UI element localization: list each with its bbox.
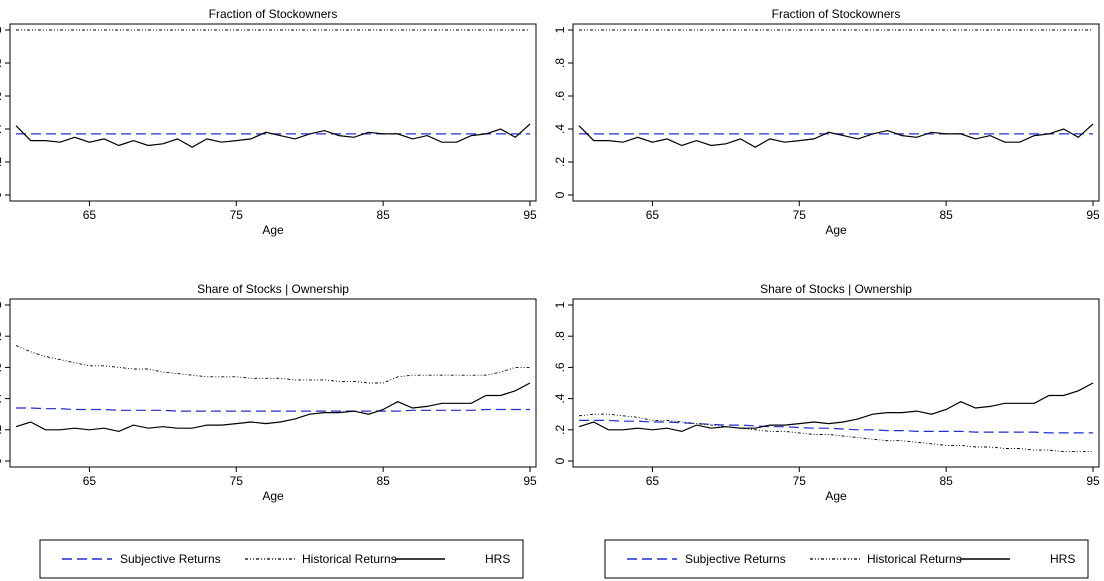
legend-label-historical: Historical Returns <box>302 552 397 566</box>
series-line-hrs <box>578 123 1094 148</box>
plot-frame <box>9 23 537 202</box>
chart-panel-4: Share of Stocks | Ownership 0 .2 .4 .6 .8 1 65 7… <box>553 282 1100 503</box>
series-line-hrs <box>578 382 1094 433</box>
x-tick-label: 75 <box>230 474 244 488</box>
chart-panel-3: Share of Stocks | Ownership 0 .2 .4 .6 .8 1 65 7… <box>0 282 537 503</box>
series-line-historical <box>578 413 1093 453</box>
legend-label-hrs: HRS <box>1050 552 1075 566</box>
x-tick-label: 95 <box>523 208 537 222</box>
x-tick-label: 85 <box>939 208 953 222</box>
chart-title: Fraction of Stockowners <box>772 7 901 21</box>
legend-box <box>39 539 524 579</box>
y-tick-label: .8 <box>0 58 4 68</box>
y-tick-label: .6 <box>0 91 4 101</box>
y-tick-label: 1 <box>0 26 4 33</box>
y-tick-label: .4 <box>0 124 4 134</box>
chart-panel-2: Fraction of Stockowners 0 .2 .4 .6 .8 1 65 75 85 9… <box>553 7 1100 237</box>
x-tick-label: 85 <box>376 474 390 488</box>
chart-title: Share of Stocks | Ownership <box>197 282 349 296</box>
chart-title: Fraction of Stockowners <box>209 7 338 21</box>
y-tick-label: 1 <box>553 26 567 33</box>
x-tick-label: 65 <box>83 474 97 488</box>
series-line-subjective <box>16 407 530 412</box>
legend-box <box>604 539 1089 579</box>
y-tick-label: .6 <box>553 91 567 101</box>
legend-label-subjective: Subjective Returns <box>685 552 786 566</box>
y-tick-label: .4 <box>553 393 567 403</box>
x-tick-label: 95 <box>1086 474 1100 488</box>
y-tick-label: 1 <box>553 301 567 308</box>
x-tick-label: 75 <box>793 474 807 488</box>
y-tick-label: .2 <box>0 157 4 167</box>
plot-frame <box>572 298 1100 468</box>
y-tick-label: .8 <box>553 331 567 341</box>
plot-frame <box>572 23 1100 202</box>
x-axis-label: Age <box>825 223 847 237</box>
x-tick-label: 65 <box>646 474 660 488</box>
x-axis-label: Age <box>262 489 284 503</box>
x-tick-label: 85 <box>939 474 953 488</box>
y-tick-label: 0 <box>0 457 4 464</box>
y-tick-label: .4 <box>553 124 567 134</box>
series-line-hrs <box>15 123 531 148</box>
y-tick-label: 0 <box>553 191 567 198</box>
plot-frame <box>9 298 537 468</box>
legend-1: Subjective Returns Historical Returns HRS <box>39 539 524 579</box>
x-axis-label: Age <box>825 489 847 503</box>
y-tick-label: .2 <box>0 424 4 434</box>
x-tick-label: 75 <box>793 208 807 222</box>
chart-panel-1: Fraction of Stockowners 0 .2 .4 .6 .8 1 65 75 85 9… <box>0 7 537 237</box>
legend-label-historical: Historical Returns <box>867 552 962 566</box>
series-line-subjective <box>579 419 1093 434</box>
y-tick-label: .2 <box>553 424 567 434</box>
x-tick-label: 65 <box>646 208 660 222</box>
y-tick-label: 0 <box>553 457 567 464</box>
y-tick-label: .8 <box>0 331 4 341</box>
legend-2: Subjective Returns Historical Returns HRS <box>604 539 1089 579</box>
x-tick-label: 95 <box>523 474 537 488</box>
series-line-historical <box>15 345 530 384</box>
legend-label-subjective: Subjective Returns <box>120 552 221 566</box>
y-tick-label: .4 <box>0 393 4 403</box>
y-tick-label: 0 <box>0 191 4 198</box>
legend-label-hrs: HRS <box>485 552 510 566</box>
y-tick-label: .8 <box>553 58 567 68</box>
x-axis-label: Age <box>262 223 284 237</box>
y-tick-label: .6 <box>0 362 4 372</box>
x-tick-label: 95 <box>1086 208 1100 222</box>
x-tick-label: 85 <box>376 208 390 222</box>
y-tick-label: .6 <box>553 362 567 372</box>
y-tick-label: 1 <box>0 301 4 308</box>
chart-title: Share of Stocks | Ownership <box>760 282 912 296</box>
x-tick-label: 65 <box>83 208 97 222</box>
x-tick-label: 75 <box>230 208 244 222</box>
y-tick-label: .2 <box>553 157 567 167</box>
series-line-hrs <box>15 382 531 433</box>
